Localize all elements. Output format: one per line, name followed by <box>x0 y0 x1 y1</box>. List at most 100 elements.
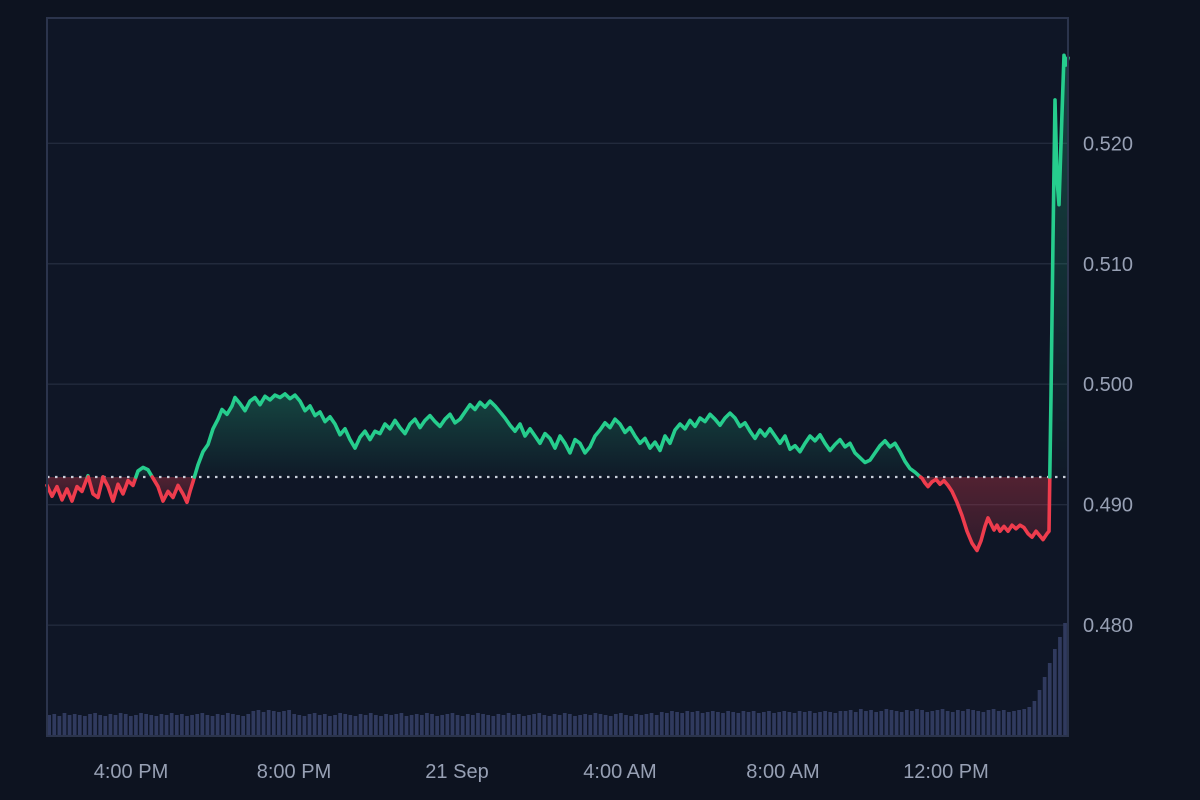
volume-bar <box>317 715 322 735</box>
price-line-down <box>86 475 105 500</box>
volume-bar <box>389 715 394 735</box>
volume-bar <box>756 713 761 735</box>
volume-bar <box>879 711 884 735</box>
price-line-down <box>918 475 1052 553</box>
volume-bar <box>399 713 404 735</box>
volume-bar <box>93 713 97 735</box>
volume-bar <box>271 711 276 735</box>
volume-bar <box>981 712 986 735</box>
volume-bar <box>419 715 424 735</box>
volume-bar <box>802 712 807 735</box>
plot-border <box>46 17 1069 737</box>
volume-bar <box>455 715 460 735</box>
y-axis-label: 0.520 <box>1083 133 1133 155</box>
volume-bar <box>57 716 62 735</box>
volume-bar <box>164 715 169 735</box>
volume-bar <box>338 713 342 735</box>
volume-bar <box>894 711 899 735</box>
volume-bar <box>874 712 879 735</box>
volume-bar <box>297 715 302 735</box>
volume-bar <box>864 711 868 735</box>
volume-bar <box>409 715 414 735</box>
volume-bar <box>246 714 251 735</box>
volume-bar <box>363 715 368 735</box>
volume-bar <box>843 711 848 735</box>
volume-bar <box>476 713 480 735</box>
volume-bar <box>67 715 72 735</box>
price-line-up <box>1048 53 1070 479</box>
y-axis-label: 0.500 <box>1083 374 1133 396</box>
volume-bar <box>511 715 516 735</box>
volume-bar <box>762 712 766 735</box>
volume-bar <box>971 710 976 735</box>
volume-bar <box>828 712 833 735</box>
volume-bar <box>1017 710 1021 735</box>
volume-bar <box>486 715 491 735</box>
volume-bar <box>705 712 710 735</box>
volume-bar <box>368 713 373 735</box>
volume-bar <box>128 716 133 735</box>
volume-bar <box>404 716 409 735</box>
volume-bar <box>644 714 649 735</box>
volume-bar <box>307 714 312 735</box>
volume-bar <box>598 714 603 735</box>
price-area-down <box>88 477 103 498</box>
volume-bar <box>920 710 924 735</box>
volume-bar <box>328 716 332 735</box>
x-axis-label: 4:00 PM <box>94 761 168 783</box>
volume-bar <box>782 711 787 735</box>
volume-bar <box>527 715 531 735</box>
volume-bar <box>659 712 664 735</box>
volume-bar <box>348 715 353 735</box>
volume-bar <box>200 713 205 735</box>
volume-bar <box>1022 709 1027 735</box>
volume-bar <box>225 713 230 735</box>
volume-bar <box>1058 637 1062 735</box>
volume-bar <box>813 713 817 735</box>
volume-bar <box>925 712 930 735</box>
volume-bar <box>1007 712 1011 735</box>
price-line-down <box>150 475 197 505</box>
volume-bar <box>491 716 496 735</box>
volume-bar <box>593 713 598 735</box>
volume-bar <box>807 711 812 735</box>
volume-bar <box>236 715 240 735</box>
volume-bar <box>751 711 756 735</box>
volume-bar <box>465 714 470 735</box>
volume-bar <box>425 713 429 735</box>
volume-bar <box>241 716 245 735</box>
price-area-up <box>194 393 921 477</box>
volume-bar <box>634 714 639 735</box>
volume-bar <box>333 715 337 735</box>
volume-bar <box>848 710 853 735</box>
volume-bar <box>205 715 210 735</box>
volume-bar <box>312 713 317 735</box>
volume-bar <box>450 713 455 735</box>
volume-bar <box>358 714 363 735</box>
volume-bar <box>991 709 996 735</box>
y-axis-label: 0.480 <box>1083 615 1133 637</box>
volume-bar <box>123 714 128 735</box>
volume-bar <box>639 715 644 735</box>
volume-bar <box>210 716 215 735</box>
volume-bar <box>343 714 348 735</box>
volume-bar <box>935 710 940 735</box>
volume-bar <box>185 716 189 735</box>
volume-bar <box>88 714 92 735</box>
volume-bar <box>481 714 485 735</box>
volume-bar <box>251 711 256 735</box>
volume-bar <box>83 716 87 735</box>
volume-bar <box>955 710 960 735</box>
volume-bar <box>858 709 863 735</box>
volume-bar <box>430 714 434 735</box>
volume-bar <box>394 714 399 735</box>
volume-bar <box>986 710 991 735</box>
volume-bar <box>930 711 935 735</box>
volume-bar <box>731 712 736 735</box>
volume-bar <box>180 714 184 735</box>
volume-bar <box>374 715 378 735</box>
volume-bar <box>818 712 822 735</box>
volume-bar <box>950 712 955 735</box>
volume-bar <box>195 714 200 735</box>
